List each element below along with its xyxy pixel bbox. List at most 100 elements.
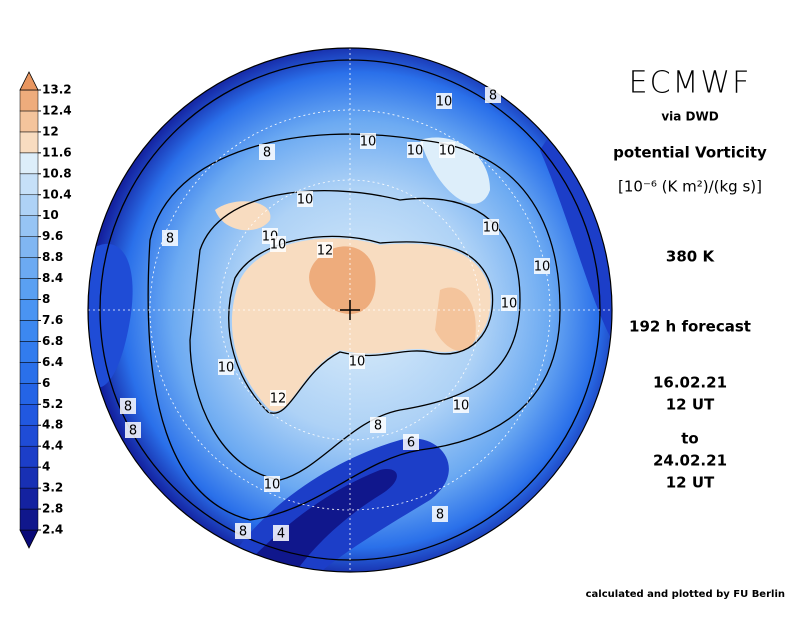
map-field xyxy=(88,48,612,572)
contour-label-box xyxy=(370,417,386,433)
colorbar-label: 8.8 xyxy=(42,250,63,264)
colorbar-band xyxy=(19,404,39,426)
contour-label-box xyxy=(453,397,469,413)
colorbar-label: 11.6 xyxy=(42,145,72,159)
colorbar-end xyxy=(19,71,39,91)
colorbar-band xyxy=(19,383,39,405)
colorbar-band xyxy=(19,466,39,489)
contour-label-box xyxy=(125,422,141,438)
colorbar-label: 2.4 xyxy=(42,523,63,537)
contour-label-box xyxy=(407,142,423,158)
contour-label-box xyxy=(270,390,286,406)
colorbar-band xyxy=(19,131,39,154)
footer: calculated and plotted by FU Berlin xyxy=(586,589,785,600)
contour-label-box xyxy=(432,506,448,522)
colorbar-band xyxy=(19,152,39,175)
contour-label: 10 xyxy=(360,135,377,150)
contour-label-box xyxy=(297,191,313,207)
contour-label-box xyxy=(259,144,275,160)
colorbar-label: 6 xyxy=(42,376,50,390)
to-time: 12 UT xyxy=(666,474,715,492)
colorbar-band xyxy=(19,110,39,133)
contour-label-box xyxy=(403,434,419,450)
contour-label: 8 xyxy=(436,508,444,523)
colorbar-label: 10 xyxy=(42,208,59,222)
contour-label: 10 xyxy=(264,478,281,493)
colorbar-label: 12 xyxy=(42,124,59,138)
contour-label: 10 xyxy=(218,361,235,376)
colorbar-band xyxy=(19,341,39,363)
unit: [10⁻⁶ (K m²)/(kg s)] xyxy=(618,178,762,196)
to: to xyxy=(681,430,698,448)
contour-label-box xyxy=(436,93,452,109)
contour-label: 8 xyxy=(374,419,382,434)
contour-label-box xyxy=(485,87,501,103)
colorbar-label: 3.2 xyxy=(42,481,63,495)
contour-label: 6 xyxy=(407,436,415,451)
contour-label: 8 xyxy=(263,146,271,161)
colorbar-label: 4.8 xyxy=(42,418,63,432)
contour-label: 10 xyxy=(270,238,287,253)
map-border xyxy=(87,47,613,573)
contour-label-box xyxy=(349,353,365,369)
from-time: 12 UT xyxy=(666,396,715,414)
colorbar-band xyxy=(19,194,39,216)
source: via DWD xyxy=(661,110,718,124)
colorbar-end xyxy=(19,529,39,549)
contour-label: 10 xyxy=(436,95,453,110)
forecast: 192 h forecast xyxy=(629,318,751,336)
colorbar-label: 12.4 xyxy=(42,103,72,117)
contour-labels: 8101010810101010812101010108101281086108… xyxy=(120,87,550,542)
contour-label-box xyxy=(120,398,136,414)
colorbar-label: 10.8 xyxy=(42,166,72,180)
contour-label: 8 xyxy=(129,424,137,439)
contour-label: 10 xyxy=(439,144,456,159)
contour-label: 10 xyxy=(407,144,424,159)
colorbar-label: 4.4 xyxy=(42,439,63,453)
colorbar-label: 13.2 xyxy=(42,83,72,97)
level: 380 K xyxy=(666,248,716,266)
colorbar-label: 6.4 xyxy=(42,355,63,369)
contour-label-box xyxy=(273,525,289,541)
contour-label-box xyxy=(360,133,376,149)
colorbar-label: 4 xyxy=(42,460,50,474)
from-date: 16.02.21 xyxy=(653,374,727,392)
to-date: 24.02.21 xyxy=(653,452,727,470)
contour-label: 10 xyxy=(453,399,470,414)
colorbar-band xyxy=(19,215,39,237)
colorbar-label: 8 xyxy=(42,292,50,306)
contour-label: 8 xyxy=(489,89,497,104)
colorbar: 2.4 2.8 3.2 4 4.4 4.8 5.2 6 6.4 6.8 7.6 8 8.4 8.8 9.6 1… xyxy=(19,71,72,549)
colorbar-band xyxy=(19,508,39,531)
contour-label: 8 xyxy=(124,400,132,415)
colorbar-band xyxy=(19,487,39,510)
colorbar-band xyxy=(19,89,39,112)
contour-label: 10 xyxy=(297,193,314,208)
contour-label-box xyxy=(270,236,286,252)
contour-label-box xyxy=(264,476,280,492)
contour-label-box xyxy=(162,230,178,246)
colorbar-band xyxy=(19,173,39,196)
quantity: potential Vorticity xyxy=(613,144,767,162)
colorbar-band xyxy=(19,424,39,447)
contour-label-box xyxy=(218,359,234,375)
contour-label: 10 xyxy=(534,260,551,275)
contour-label-box xyxy=(501,295,517,311)
colorbar-band xyxy=(19,299,39,321)
colorbar-band xyxy=(19,257,39,279)
contour-label: 8 xyxy=(166,232,174,247)
colorbar-label: 8.4 xyxy=(42,271,63,285)
colorbar-label: 10.4 xyxy=(42,187,72,201)
title: ECMWF xyxy=(629,66,752,101)
contour-label: 8 xyxy=(239,525,247,540)
contour-label: 10 xyxy=(501,297,518,312)
contour-label: 12 xyxy=(270,392,287,407)
colorbar-band xyxy=(19,445,39,468)
colorbar-band xyxy=(19,320,39,342)
contour-label-box xyxy=(439,142,455,158)
colorbar-band xyxy=(19,278,39,300)
contour-label: 4 xyxy=(277,527,285,542)
contour-label-box xyxy=(317,242,333,258)
colorbar-label: 5.2 xyxy=(42,397,63,411)
